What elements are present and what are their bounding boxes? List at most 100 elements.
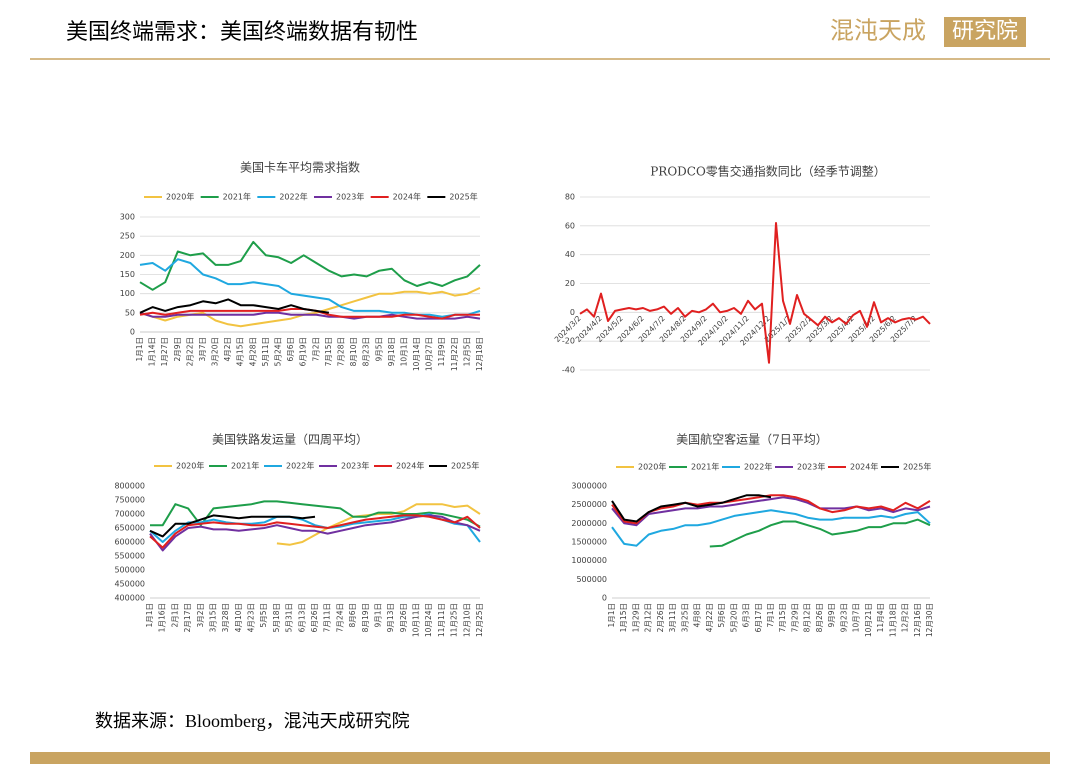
x-tick-label: 1月14日 [148,337,157,366]
x-tick-label: 10月1日 [399,337,408,366]
x-tick-label: 3月7日 [198,337,207,362]
y-tick-label: 100 [120,289,135,298]
x-tick-label: 8月12日 [803,603,812,632]
legend-label: 2021年 [691,462,719,472]
y-tick-label: 2000000 [571,519,607,528]
x-tick-label: 12月10日 [462,603,471,637]
x-tick-label: 7月15日 [778,603,787,632]
y-tick-label: 600000 [114,538,145,547]
x-tick-label: 6月17日 [754,603,763,632]
x-tick-label: 12月5日 [462,337,471,366]
x-tick-label: 3月15日 [208,603,217,632]
x-tick-label: 4月8日 [693,603,702,628]
y-tick-label: -20 [562,337,575,346]
x-tick-label: 7月1日 [766,603,775,628]
legend-label: 2024年 [393,192,421,202]
x-tick-label: 3月28日 [221,603,230,632]
data-line [139,298,330,314]
y-tick-label: 20 [565,279,575,288]
y-tick-label: 3000000 [571,482,607,491]
x-tick-label: 3月11日 [668,603,677,632]
legend-label: 2025年 [449,192,477,202]
x-tick-label: 9月1日 [373,603,382,628]
y-tick-label: 1000000 [571,556,607,565]
x-tick-label: 2月22日 [185,337,194,366]
legend-label: 2023年 [797,462,825,472]
logo-box [944,17,1026,47]
x-tick-label: 5月18日 [272,603,281,632]
x-tick-label: 9月18日 [387,337,396,366]
x-tick-label: 4月2日 [223,337,232,362]
x-tick-label: 9月23日 [839,603,848,632]
legend-label: 2024年 [850,462,878,472]
x-tick-label: 2月12日 [644,603,653,632]
footer-bar [30,752,1050,764]
x-tick-label: 7月24日 [335,603,344,632]
x-tick-label: 8月23日 [362,337,371,366]
x-tick-label: 11月4日 [876,603,885,632]
legend-label: 2023年 [341,461,369,471]
y-tick-label: 300 [120,213,135,222]
legend-label: 2020年 [638,462,666,472]
x-tick-label: 11月22日 [450,337,459,371]
x-tick-label: 9月13日 [386,603,395,632]
y-tick-label: 650000 [114,524,145,533]
y-tick-label: 200 [120,251,135,260]
x-tick-label: 3月25日 [680,603,689,632]
data-line [611,496,931,527]
y-tick-label: 500000 [576,575,607,584]
legend-label: 2020年 [176,461,204,471]
data-line [139,311,481,320]
x-tick-label: 8月19日 [361,603,370,632]
y-tick-label: 250 [120,232,135,241]
x-tick-label: 9月9日 [827,603,836,628]
logo-name: 混沌天成 [830,18,926,45]
y-tick-label: 550000 [114,552,145,561]
x-tick-label: 2月1日 [170,603,179,628]
legend-label: 2022年 [279,192,307,202]
y-tick-label: 50 [125,308,135,317]
x-tick-label: 1月1日 [135,337,144,362]
data-line [611,494,931,525]
x-tick-label: 8月26日 [815,603,824,632]
x-tick-label: 2月9日 [173,337,182,362]
x-tick-label: 1月1日 [145,603,154,628]
x-tick-label: 1月1日 [607,603,616,628]
x-tick-label: 10月27日 [425,337,434,371]
y-tick-label: 400000 [114,594,145,603]
y-tick-label: 40 [565,250,575,259]
chart-title: PRODCO零售交通指数同比（经季节调整） [650,164,886,179]
x-tick-label: 4月28日 [248,337,257,366]
y-tick-label: 0 [130,328,135,337]
data-line [149,514,316,538]
legend-label: 2022年 [286,461,314,471]
x-tick-label: 10月11日 [412,603,421,637]
y-tick-label: 700000 [114,510,145,519]
x-tick-label: 6月6日 [286,337,295,362]
legend-label: 2025年 [451,461,479,471]
x-tick-label: 4月15日 [236,337,245,366]
x-tick-label: 3月20日 [211,337,220,366]
legend-label: 2025年 [903,462,931,472]
chart-title: 美国铁路发运量（四周平均） [212,432,368,447]
y-tick-label: 750000 [114,496,145,505]
x-tick-label: 12月30日 [925,603,934,637]
x-tick-label: 12月25日 [475,603,484,637]
x-tick-label: 7月15日 [324,337,333,366]
y-tick-label: 150 [120,270,135,279]
x-tick-label: 1月16日 [158,603,167,632]
x-tick-label: 10月24日 [424,603,433,637]
x-tick-label: 11月18日 [888,603,897,637]
x-tick-label: 4月23日 [247,603,256,632]
x-tick-label: 1月29日 [631,603,640,632]
x-tick-label: 5月11日 [261,337,270,366]
x-tick-label: 5月31日 [285,603,294,632]
data-line [139,258,481,318]
legend-label: 2024年 [396,461,424,471]
data-line [150,500,481,528]
x-tick-label: 9月5日 [374,337,383,362]
data-line [709,518,931,548]
x-tick-label: 9月26日 [399,603,408,632]
x-tick-label: 10月7日 [852,603,861,632]
